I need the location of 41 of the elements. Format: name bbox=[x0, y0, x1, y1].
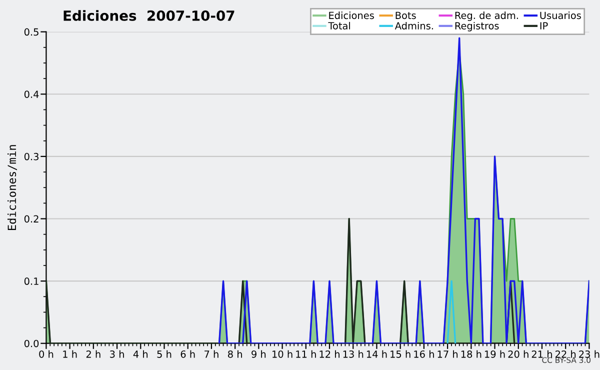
x-tick-label: 5 h bbox=[157, 350, 172, 358]
x-tick-label: 11 h bbox=[296, 350, 316, 358]
x-tick-label: 8 h bbox=[228, 350, 242, 358]
legend-label: Admins. bbox=[394, 22, 433, 30]
x-tick-label: 20 h bbox=[508, 350, 528, 358]
y-tick-label: 0.0 bbox=[24, 340, 39, 348]
x-tick-label: 6 h bbox=[180, 350, 195, 358]
y-tick-label: 0.4 bbox=[24, 90, 39, 98]
y-tick-label: 0.3 bbox=[24, 152, 38, 160]
x-tick-label: 0 h bbox=[39, 350, 54, 358]
x-tick-label: 14 h bbox=[366, 350, 387, 358]
x-tick-label: 19 h bbox=[485, 350, 505, 358]
x-tick-label: 1 h bbox=[63, 350, 77, 358]
line-series bbox=[218, 37, 590, 344]
x-tick-label: 3 h bbox=[110, 350, 124, 358]
legend-label: Bots bbox=[396, 12, 416, 20]
y-tick-label: 0.2 bbox=[24, 215, 38, 223]
legend-label: Usuarios bbox=[540, 12, 581, 20]
x-tick-label: 4 h bbox=[133, 350, 148, 358]
x-tick-label: 22 h bbox=[555, 350, 576, 358]
chart-title: Ediciones 2007-10-07 bbox=[64, 10, 234, 21]
y-tick-label: 0.5 bbox=[24, 28, 38, 36]
x-tick-label: 9 h bbox=[252, 350, 266, 358]
legend-label: Total bbox=[328, 22, 350, 30]
x-tick-label: 7 h bbox=[204, 350, 218, 358]
x-tick-label: 23 h bbox=[579, 350, 600, 358]
y-axis-title: Ediciones/min bbox=[7, 145, 17, 230]
x-tick-label: 2 h bbox=[86, 350, 100, 358]
x-tick-label: 16 h bbox=[414, 350, 434, 358]
y-tick-label: 0.1 bbox=[24, 278, 38, 285]
legend-label: Ediciones bbox=[329, 12, 374, 20]
x-tick-label: 13 h bbox=[343, 350, 364, 358]
x-tick-label: 12 h bbox=[320, 350, 340, 358]
x-tick-label: 10 h bbox=[272, 350, 292, 358]
x-tick-label: 21 h bbox=[532, 350, 552, 358]
legend-label: Registros bbox=[455, 22, 499, 32]
legend-label: IP bbox=[540, 22, 548, 30]
x-tick-label: 17 h bbox=[438, 350, 458, 358]
legend-label: Reg. de adm. bbox=[455, 12, 518, 21]
x-tick-label: 18 h bbox=[461, 350, 482, 358]
x-tick-label: 15 h bbox=[390, 350, 410, 358]
